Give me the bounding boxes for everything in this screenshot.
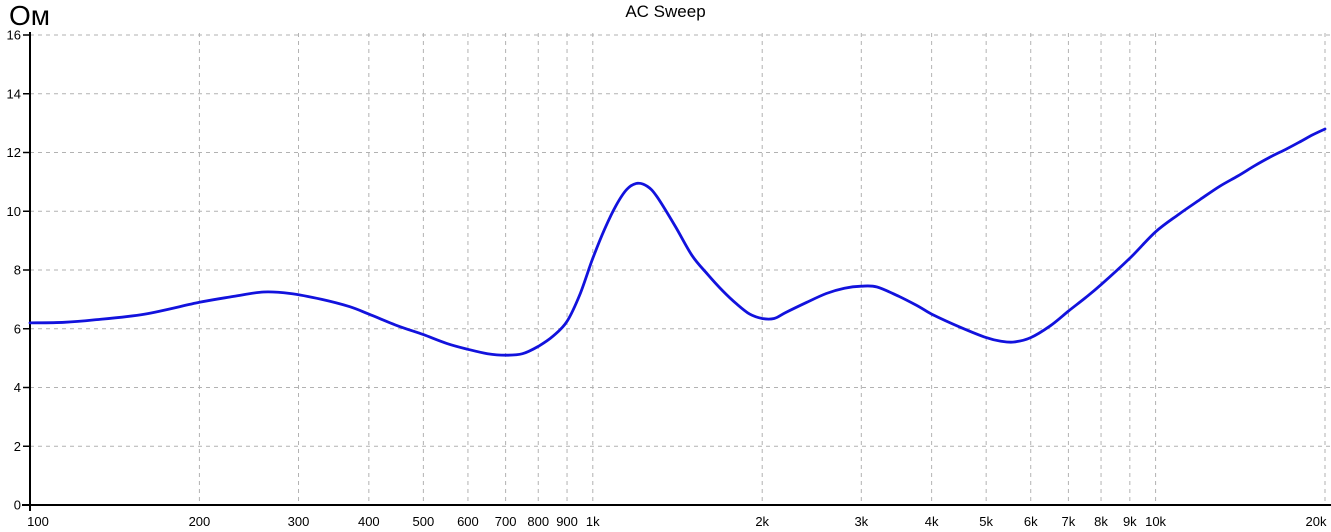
y-tick-label: 0: [14, 498, 21, 513]
y-tick-label: 12: [7, 145, 21, 160]
y-axis-unit-label: Ом: [9, 0, 51, 31]
x-tick-label: 10k: [1145, 514, 1166, 529]
x-tick-label: 20k: [1306, 514, 1327, 529]
x-tick-label: 8k: [1094, 514, 1108, 529]
x-tick-label: 2k: [755, 514, 769, 529]
y-tick-label: 4: [14, 380, 21, 395]
x-tick-label: 500: [413, 514, 435, 529]
x-tick-label: 400: [358, 514, 380, 529]
x-tick-label: 100: [27, 514, 49, 529]
chart-title: AC Sweep: [625, 2, 706, 21]
x-tick-label: 6k: [1024, 514, 1038, 529]
y-tick-label: 14: [7, 86, 21, 101]
x-tick-label: 7k: [1062, 514, 1076, 529]
x-tick-label: 800: [527, 514, 549, 529]
x-tick-label: 300: [288, 514, 310, 529]
x-tick-label: 4k: [925, 514, 939, 529]
x-tick-label: 900: [556, 514, 578, 529]
y-tick-label: 16: [7, 28, 21, 43]
x-tick-label: 700: [495, 514, 517, 529]
impedance-curve: [28, 127, 1327, 357]
y-tick-label: 10: [7, 204, 21, 219]
y-tick-label: 6: [14, 321, 21, 336]
y-tick-label: 2: [14, 439, 21, 454]
x-tick-label: 5k: [979, 514, 993, 529]
x-tick-label: 9k: [1123, 514, 1137, 529]
x-tick-label: 200: [189, 514, 211, 529]
x-tick-label: 3k: [854, 514, 868, 529]
y-tick-label: 8: [14, 263, 21, 278]
x-tick-label: 600: [457, 514, 479, 529]
x-tick-label: 1k: [586, 514, 600, 529]
